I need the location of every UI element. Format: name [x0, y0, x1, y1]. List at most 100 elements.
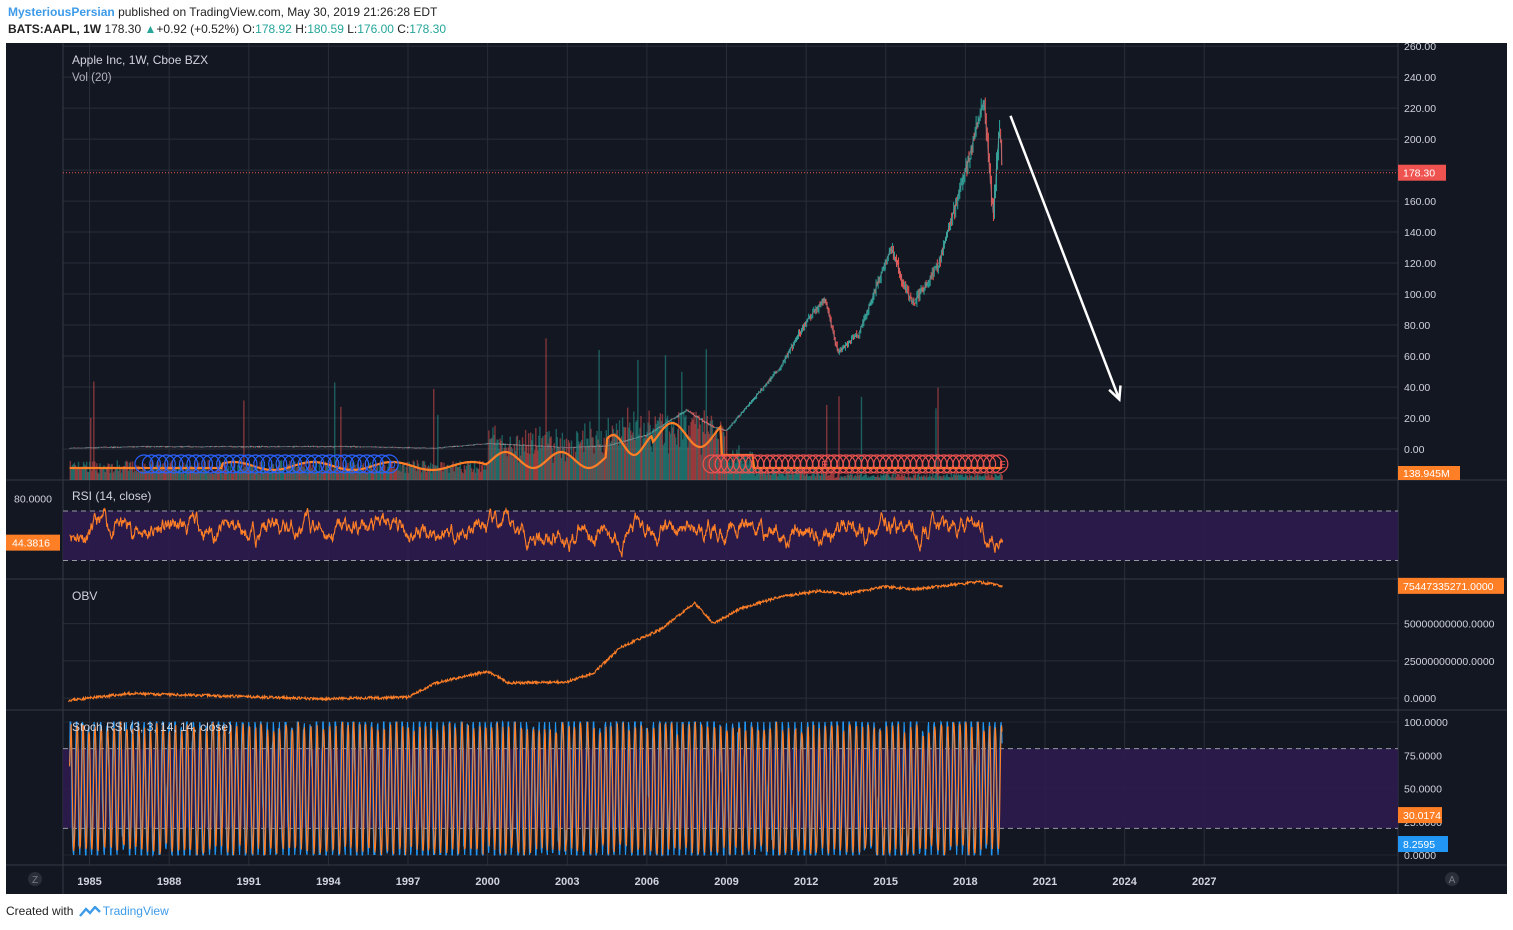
volume-bar — [838, 396, 840, 480]
dividend-marker[interactable] — [342, 454, 362, 474]
volume-bar — [102, 468, 104, 480]
dividend-marker[interactable] — [230, 454, 251, 474]
dividend-marker[interactable] — [164, 454, 184, 474]
chart-canvas[interactable]: D E E Apple Inc, 1W, Cboe BZX Vol (20) RSI (1… — [6, 43, 1507, 894]
volume-bar — [452, 461, 454, 480]
volume-bar — [897, 473, 899, 480]
dividend-marker[interactable] — [320, 454, 340, 474]
volume-bar — [607, 417, 609, 480]
volume-bar — [396, 467, 398, 480]
dividend-marker[interactable] — [297, 454, 318, 474]
dividend-marker[interactable] — [245, 454, 266, 474]
dividend-marker[interactable] — [290, 454, 310, 474]
earnings-marker-label: E — [999, 460, 1006, 471]
volume-bar — [259, 461, 261, 480]
volume-bar — [323, 471, 326, 480]
volume-bar — [193, 467, 195, 480]
earnings-marker[interactable] — [983, 454, 1003, 474]
volume-bar — [874, 476, 876, 480]
volume-bar — [776, 470, 778, 480]
dividend-marker[interactable] — [357, 454, 377, 474]
obv-axis-label: 50000000000.0000 — [1404, 619, 1495, 631]
volume-bar — [486, 462, 488, 480]
volume-bar — [568, 442, 571, 480]
volume-bar — [334, 382, 336, 480]
downtrend-arrow[interactable] — [1009, 115, 1121, 400]
volume-bar — [426, 466, 429, 480]
time-axis-label: 2009 — [714, 876, 738, 888]
dividend-marker[interactable] — [223, 454, 243, 474]
volume-bar — [554, 454, 556, 480]
dividend-marker[interactable] — [349, 454, 370, 474]
volume-bar — [432, 464, 434, 480]
dividend-marker[interactable] — [186, 454, 206, 474]
volume-bar — [813, 474, 816, 480]
volume-bar — [439, 470, 441, 480]
volume-bar — [310, 468, 312, 480]
volume-bar — [470, 468, 473, 480]
dividend-marker[interactable] — [260, 454, 280, 474]
volume-bar — [442, 471, 444, 480]
tradingview-brand[interactable]: TradingView — [102, 904, 169, 918]
earnings-marker[interactable] — [989, 454, 1009, 474]
dividend-marker[interactable] — [238, 454, 258, 474]
dividend-marker[interactable] — [216, 454, 236, 474]
volume-bar — [73, 462, 76, 480]
volume-bar — [404, 472, 406, 480]
dividend-marker[interactable] — [141, 454, 161, 474]
volume-bar — [562, 447, 565, 480]
dividend-marker[interactable] — [178, 454, 199, 474]
dividend-marker[interactable] — [268, 454, 288, 474]
dividend-marker[interactable] — [171, 454, 191, 474]
volume-bar — [96, 463, 98, 480]
volume-bar — [316, 473, 319, 480]
volume-bar — [868, 477, 871, 480]
dividend-marker[interactable] — [312, 454, 332, 474]
dividend-marker[interactable] — [149, 454, 169, 474]
volume-bar — [839, 477, 841, 480]
dividend-marker[interactable] — [193, 454, 214, 474]
dividend-marker[interactable] — [201, 454, 221, 474]
volume-bar — [765, 474, 768, 480]
volume-bar — [269, 472, 272, 480]
dividend-marker[interactable] — [156, 454, 176, 474]
volume-bar — [533, 453, 535, 480]
volume-bar — [947, 476, 949, 480]
volume-bar — [927, 477, 929, 480]
stoch-axis-label: 50.0000 — [1404, 784, 1442, 796]
dividend-marker[interactable] — [305, 454, 325, 474]
earnings-marker[interactable] — [977, 454, 997, 474]
dividend-marker[interactable] — [253, 454, 273, 474]
open-label: O: — [242, 22, 256, 36]
volume-bar — [265, 473, 268, 480]
volume-bar — [256, 467, 258, 480]
volume-bar — [170, 460, 173, 480]
dividend-marker[interactable] — [334, 454, 355, 474]
volume-bar — [582, 430, 584, 480]
volume-bar — [688, 425, 690, 480]
dividend-marker[interactable] — [134, 454, 154, 474]
dividend-marker[interactable] — [372, 454, 392, 474]
volume-bar — [118, 464, 121, 480]
volume-bar — [89, 461, 91, 480]
dividend-marker[interactable] — [364, 454, 384, 474]
volume-bar — [590, 428, 592, 480]
volume-bar — [648, 410, 650, 480]
volume-bar — [285, 473, 287, 480]
volume-bar — [674, 437, 677, 480]
dividend-marker[interactable] — [327, 454, 347, 474]
dividend-marker[interactable] — [379, 454, 399, 474]
volume-bar — [958, 475, 961, 480]
auto-scale-button[interactable] — [1445, 872, 1459, 886]
volume-bar — [327, 470, 330, 480]
dividend-marker[interactable] — [282, 454, 303, 474]
dividend-marker[interactable] — [275, 454, 295, 474]
volume-bar — [939, 475, 941, 480]
author-name[interactable]: MysteriousPersian — [8, 5, 115, 19]
volume-bar — [99, 463, 101, 480]
volume-bar — [635, 421, 637, 480]
zoom-reset-button[interactable] — [28, 872, 42, 886]
volume-bar — [253, 473, 255, 480]
volume-bar — [659, 413, 662, 480]
dividend-marker[interactable] — [208, 454, 228, 474]
